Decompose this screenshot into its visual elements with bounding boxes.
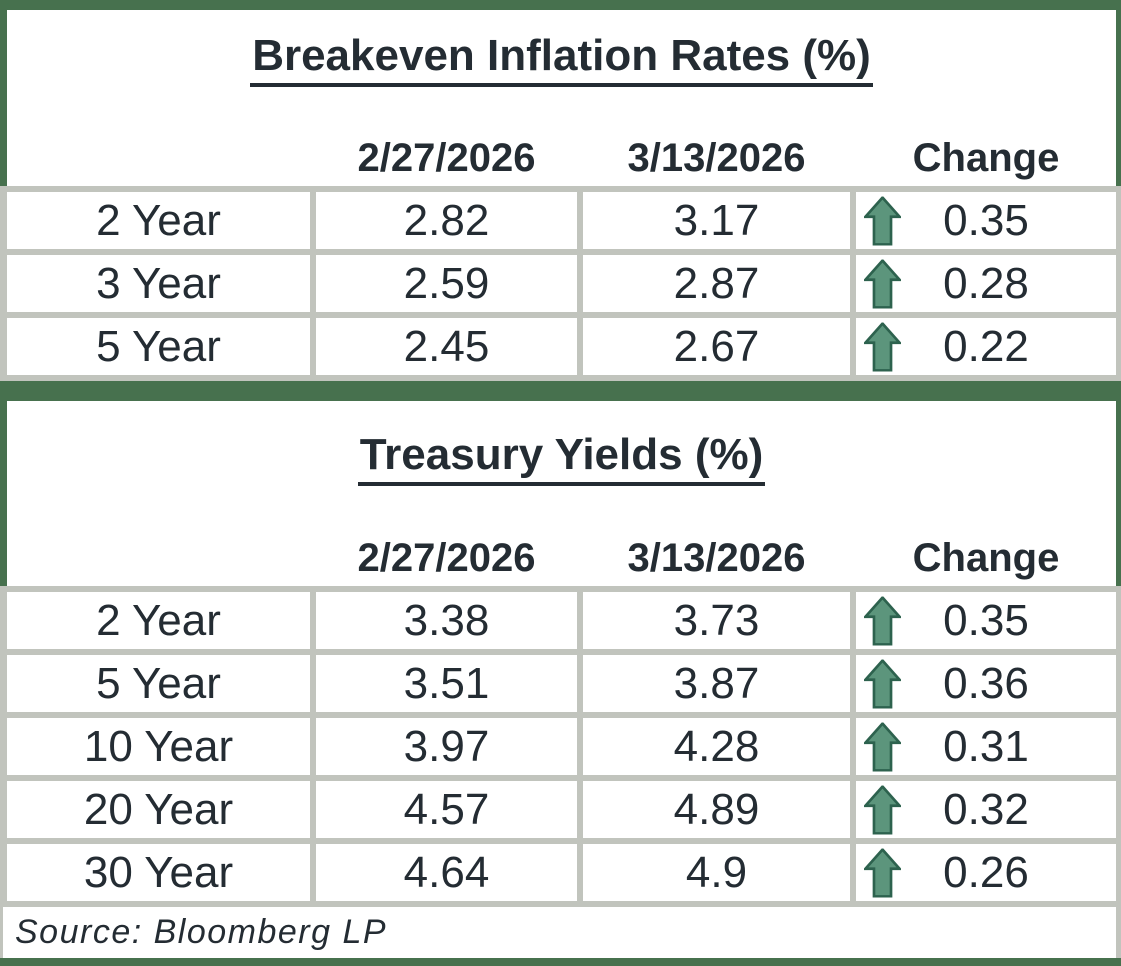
change-value: 0.32: [943, 784, 1029, 834]
row-label-cell: 20 Year: [7, 781, 310, 838]
column-header-date-1: 2/27/2026: [357, 536, 536, 580]
up-arrow-icon: [864, 322, 901, 371]
change-value: 0.28: [943, 258, 1029, 308]
row-label-cell: 30 Year: [7, 844, 310, 901]
up-arrow-icon: [864, 196, 901, 245]
change-cell: 0.26: [856, 844, 1116, 901]
source-note: Source: Bloomberg LP: [15, 913, 388, 951]
value-cell-date-1: 2.59: [316, 255, 577, 312]
up-arrow-icon: [864, 259, 901, 308]
change-value: 0.26: [943, 847, 1029, 897]
value-cell-date-2: 3.17: [583, 192, 850, 249]
frame-bottom-bar: [0, 958, 1121, 966]
change-cell: 0.36: [856, 655, 1116, 712]
value-cell-date-1: 3.97: [316, 718, 577, 775]
value-cell-date-1: 3.51: [316, 655, 577, 712]
change-cell: 0.31: [856, 718, 1116, 775]
row-label-cell: 5 Year: [7, 318, 310, 375]
up-arrow-icon: [864, 722, 901, 771]
table-row: 2 Year 2.82 3.17 0.35: [7, 192, 1116, 249]
value-cell-date-1: 4.64: [316, 844, 577, 901]
up-arrow-icon: [864, 659, 901, 708]
up-arrow-icon: [864, 596, 901, 645]
green-separator: [0, 381, 1121, 401]
change-value: 0.35: [943, 195, 1029, 245]
column-header-change: Change: [912, 136, 1060, 180]
value-cell-date-2: 4.89: [583, 781, 850, 838]
change-cell: 0.32: [856, 781, 1116, 838]
value-cell-date-1: 2.82: [316, 192, 577, 249]
value-cell-date-2: 3.73: [583, 592, 850, 649]
breakeven-header-section: Breakeven Inflation Rates (%) 2/27/2026 …: [0, 10, 1121, 186]
treasury-header-section: Treasury Yields (%) 2/27/2026 3/13/2026 …: [0, 401, 1121, 586]
table-row: 30 Year 4.64 4.9 0.26: [7, 844, 1116, 901]
value-cell-date-1: 3.38: [316, 592, 577, 649]
value-cell-date-2: 2.67: [583, 318, 850, 375]
column-header-date-1: 2/27/2026: [357, 136, 536, 180]
row-label-cell: 3 Year: [7, 255, 310, 312]
column-header-date-2: 3/13/2026: [627, 536, 806, 580]
row-label-cell: 5 Year: [7, 655, 310, 712]
row-label-cell: 2 Year: [7, 592, 310, 649]
change-value: 0.36: [943, 658, 1029, 708]
table-title-breakeven: Breakeven Inflation Rates (%): [250, 32, 873, 87]
breakeven-data-grid: 2 Year 2.82 3.17 0.35 3 Year 2.59 2.87 0.28 5 Ye…: [0, 186, 1121, 381]
change-cell: 0.35: [856, 192, 1116, 249]
change-value: 0.35: [943, 595, 1029, 645]
breakeven-column-header-row: 2/27/2026 3/13/2026 Change: [7, 134, 1116, 186]
value-cell-date-2: 3.87: [583, 655, 850, 712]
column-header-date-2: 3/13/2026: [627, 136, 806, 180]
row-label-cell: 10 Year: [7, 718, 310, 775]
treasury-column-header-row: 2/27/2026 3/13/2026 Change: [7, 534, 1116, 586]
change-cell: 0.35: [856, 592, 1116, 649]
table-row: 10 Year 3.97 4.28 0.31: [7, 718, 1116, 775]
change-cell: 0.28: [856, 255, 1116, 312]
up-arrow-icon: [864, 848, 901, 897]
table-row: 3 Year 2.59 2.87 0.28: [7, 255, 1116, 312]
up-arrow-icon: [864, 785, 901, 834]
column-header-change: Change: [912, 536, 1060, 580]
value-cell-date-2: 2.87: [583, 255, 850, 312]
table-row: 2 Year 3.38 3.73 0.35: [7, 592, 1116, 649]
source-row: Source: Bloomberg LP: [0, 907, 1121, 958]
frame-top-bar: [0, 0, 1121, 10]
value-cell-date-1: 4.57: [316, 781, 577, 838]
change-cell: 0.22: [856, 318, 1116, 375]
treasury-data-grid: 2 Year 3.38 3.73 0.35 5 Year 3.51 3.87 0.36 10 Y…: [0, 586, 1121, 907]
change-value: 0.31: [943, 721, 1029, 771]
table-row: 20 Year 4.57 4.89 0.32: [7, 781, 1116, 838]
value-cell-date-1: 2.45: [316, 318, 577, 375]
table-title-treasury: Treasury Yields (%): [357, 431, 766, 486]
table-row: 5 Year 3.51 3.87 0.36: [7, 655, 1116, 712]
value-cell-date-2: 4.28: [583, 718, 850, 775]
row-label-cell: 2 Year: [7, 192, 310, 249]
value-cell-date-2: 4.9: [583, 844, 850, 901]
table-row: 5 Year 2.45 2.67 0.22: [7, 318, 1116, 375]
change-value: 0.22: [943, 321, 1029, 371]
